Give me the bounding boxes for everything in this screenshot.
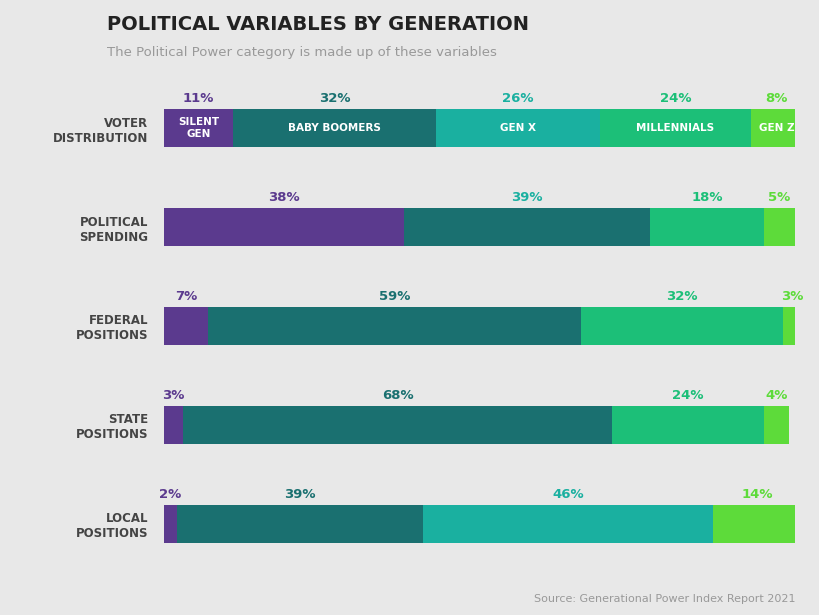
Bar	[763, 406, 788, 443]
Bar	[164, 406, 183, 443]
Bar	[164, 307, 208, 345]
Text: 3%: 3%	[781, 290, 803, 303]
Bar	[763, 208, 794, 246]
Text: 24%: 24%	[658, 92, 690, 105]
Text: 8%: 8%	[764, 92, 787, 105]
Text: 24%: 24%	[672, 389, 703, 402]
Bar	[176, 505, 423, 542]
Bar	[612, 406, 762, 443]
Text: 18%: 18%	[690, 191, 722, 204]
Bar	[233, 109, 435, 147]
Text: 32%: 32%	[665, 290, 697, 303]
Bar	[183, 406, 612, 443]
Text: 4%: 4%	[764, 389, 787, 402]
Text: The Political Power category is made up of these variables: The Political Power category is made up …	[106, 46, 495, 59]
Text: 26%: 26%	[501, 92, 532, 105]
Bar	[599, 109, 750, 147]
Text: 32%: 32%	[319, 92, 350, 105]
Bar	[435, 109, 599, 147]
Text: 39%: 39%	[511, 191, 542, 204]
Text: POLITICAL VARIABLES BY GENERATION: POLITICAL VARIABLES BY GENERATION	[106, 15, 528, 34]
Bar	[164, 208, 404, 246]
Text: SILENT
GEN: SILENT GEN	[178, 117, 219, 139]
Bar	[423, 505, 713, 542]
Bar	[782, 307, 801, 345]
Text: 11%: 11%	[183, 92, 214, 105]
Bar	[208, 307, 580, 345]
Text: 68%: 68%	[382, 389, 413, 402]
Bar	[164, 505, 176, 542]
Text: BABY BOOMERS: BABY BOOMERS	[287, 123, 381, 133]
Bar	[404, 208, 649, 246]
Text: 5%: 5%	[767, 191, 790, 204]
Text: 38%: 38%	[268, 191, 300, 204]
Text: MILLENNIALS: MILLENNIALS	[636, 123, 713, 133]
Text: 3%: 3%	[162, 389, 184, 402]
Text: 2%: 2%	[159, 488, 181, 501]
Text: 46%: 46%	[552, 488, 583, 501]
Bar	[750, 109, 801, 147]
Bar	[580, 307, 782, 345]
Text: GEN X: GEN X	[499, 123, 535, 133]
Text: Source: Generational Power Index Report 2021: Source: Generational Power Index Report …	[533, 594, 794, 604]
Bar	[713, 505, 801, 542]
Text: 7%: 7%	[174, 290, 197, 303]
Bar	[649, 208, 763, 246]
Text: GEN Z: GEN Z	[758, 123, 794, 133]
Bar	[164, 109, 233, 147]
Text: 14%: 14%	[741, 488, 772, 501]
Text: 59%: 59%	[378, 290, 410, 303]
Text: 39%: 39%	[283, 488, 315, 501]
